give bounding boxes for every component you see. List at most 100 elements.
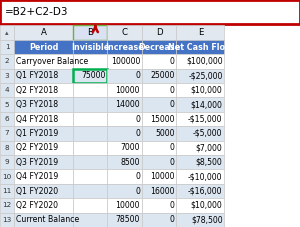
- Text: 11: 11: [3, 188, 12, 194]
- Text: 1: 1: [5, 44, 10, 50]
- Text: 0: 0: [135, 172, 140, 181]
- Bar: [107, 83, 142, 97]
- Bar: [14, 141, 73, 155]
- Text: 0: 0: [135, 114, 140, 123]
- Bar: [73, 213, 107, 227]
- Bar: [0, 97, 14, 112]
- Text: -$16,000: -$16,000: [188, 187, 223, 195]
- Bar: [0, 83, 14, 97]
- Bar: [14, 83, 73, 97]
- Text: 15000: 15000: [150, 114, 175, 123]
- Bar: [142, 213, 176, 227]
- Bar: [73, 141, 107, 155]
- Text: 75000: 75000: [81, 71, 106, 80]
- Text: 5: 5: [5, 102, 10, 108]
- Bar: [14, 25, 73, 40]
- Text: Q3 FY2018: Q3 FY2018: [16, 100, 59, 109]
- Bar: [73, 97, 107, 112]
- Text: Q3 FY2019: Q3 FY2019: [16, 158, 59, 167]
- Bar: [14, 169, 73, 184]
- Text: 0: 0: [170, 100, 175, 109]
- Bar: [107, 54, 142, 69]
- Bar: [142, 126, 176, 141]
- Text: 10: 10: [3, 174, 12, 180]
- Bar: [142, 141, 176, 155]
- Text: -$25,000: -$25,000: [188, 71, 223, 80]
- Text: B: B: [87, 28, 93, 37]
- Text: Carryover Balance: Carryover Balance: [16, 57, 89, 66]
- Bar: [14, 69, 73, 83]
- Text: 3: 3: [5, 73, 10, 79]
- Text: 0: 0: [135, 71, 140, 80]
- Text: D: D: [156, 28, 163, 37]
- Text: 7: 7: [5, 130, 10, 136]
- Text: $10,000: $10,000: [191, 86, 223, 95]
- Text: 13: 13: [3, 217, 12, 223]
- Text: 5000: 5000: [155, 129, 175, 138]
- Text: Period: Period: [29, 42, 58, 52]
- Bar: [0, 184, 14, 198]
- Text: 0: 0: [135, 187, 140, 195]
- Bar: [107, 169, 142, 184]
- Text: Q2 FY2018: Q2 FY2018: [16, 86, 59, 95]
- Bar: [73, 69, 107, 83]
- Text: Invisible: Invisible: [71, 42, 109, 52]
- Bar: [0, 25, 14, 40]
- Text: 0: 0: [170, 57, 175, 66]
- Bar: [73, 198, 107, 213]
- Text: Q2 FY2019: Q2 FY2019: [16, 143, 59, 152]
- Bar: [142, 198, 176, 213]
- Text: 25000: 25000: [150, 71, 175, 80]
- Bar: [176, 69, 224, 83]
- Text: A: A: [41, 28, 46, 37]
- Bar: [0, 0, 300, 24]
- Bar: [73, 54, 107, 69]
- Bar: [73, 83, 107, 97]
- Bar: [176, 198, 224, 213]
- Bar: [0, 126, 14, 141]
- Bar: [176, 213, 224, 227]
- Bar: [176, 126, 224, 141]
- Bar: [176, 112, 224, 126]
- Bar: [73, 40, 107, 54]
- Bar: [176, 141, 224, 155]
- Text: ▴: ▴: [5, 30, 9, 36]
- Bar: [142, 169, 176, 184]
- Bar: [73, 112, 107, 126]
- Text: 0: 0: [170, 86, 175, 95]
- Text: E: E: [198, 28, 203, 37]
- Bar: [14, 213, 73, 227]
- Text: Net Cash Flow: Net Cash Flow: [168, 42, 232, 52]
- Bar: [0, 0, 300, 24]
- Text: Q1 FY2018: Q1 FY2018: [16, 71, 59, 80]
- Text: 0: 0: [170, 143, 175, 152]
- Text: Q2 FY2020: Q2 FY2020: [16, 201, 59, 210]
- Bar: [107, 69, 142, 83]
- Bar: [0, 54, 14, 69]
- Text: 6: 6: [5, 116, 10, 122]
- Text: 100000: 100000: [111, 57, 140, 66]
- Bar: [73, 25, 107, 40]
- Text: -$15,000: -$15,000: [188, 114, 223, 123]
- Bar: [107, 25, 142, 40]
- Bar: [176, 83, 224, 97]
- Bar: [14, 54, 73, 69]
- Text: C: C: [122, 28, 128, 37]
- Bar: [0, 141, 14, 155]
- Bar: [107, 141, 142, 155]
- Bar: [107, 97, 142, 112]
- Text: $78,500: $78,500: [191, 215, 223, 224]
- Text: Q4 FY2018: Q4 FY2018: [16, 114, 59, 123]
- Bar: [107, 213, 142, 227]
- Bar: [0, 112, 14, 126]
- Bar: [0, 198, 14, 213]
- Text: 78500: 78500: [116, 215, 140, 224]
- Bar: [107, 184, 142, 198]
- Bar: [142, 184, 176, 198]
- Bar: [0, 169, 14, 184]
- Bar: [176, 155, 224, 169]
- Bar: [142, 83, 176, 97]
- Bar: [176, 184, 224, 198]
- Text: 12: 12: [3, 202, 12, 208]
- Bar: [0, 155, 14, 169]
